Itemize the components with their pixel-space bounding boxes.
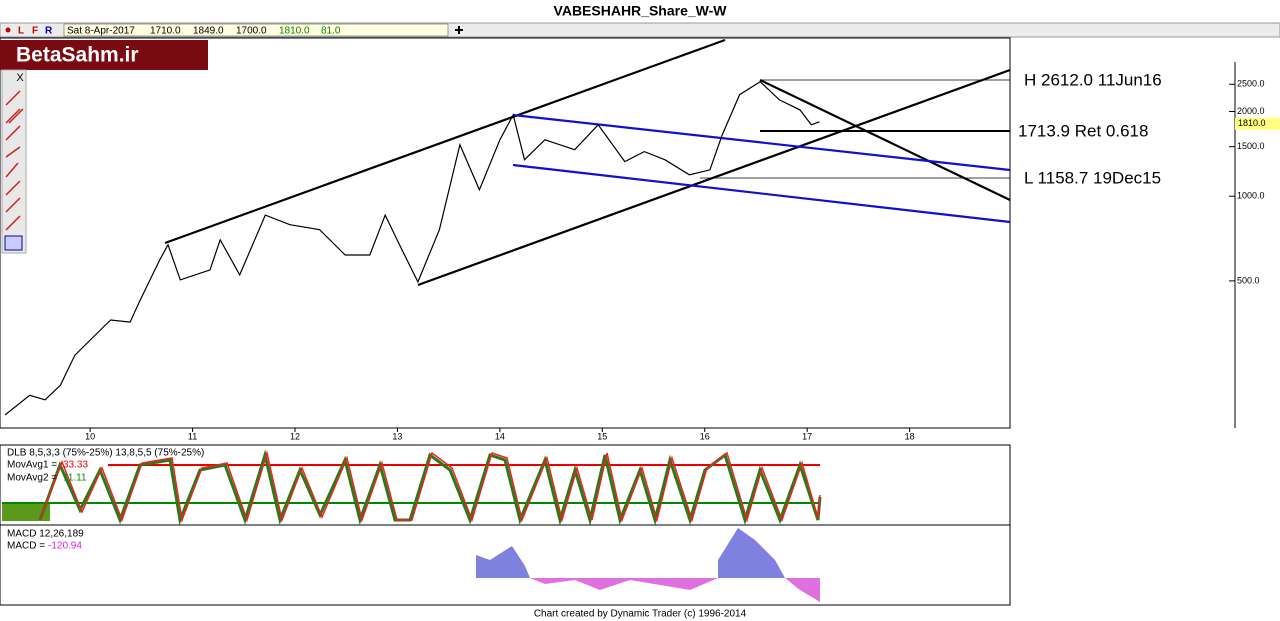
add-button[interactable] xyxy=(455,26,463,34)
x-tick-label: 15 xyxy=(597,431,607,441)
x-tick-label: 14 xyxy=(495,431,505,441)
quote-open: 1710.0 xyxy=(150,26,181,37)
y-tick-label: 500.0 xyxy=(1237,275,1260,285)
y-tick-label: 2500.0 xyxy=(1237,79,1265,89)
macd-title: MACD 12,26,189 xyxy=(7,529,84,540)
annotation: H 2612.0 11Jun16 xyxy=(1024,70,1162,89)
dlb-title: DLB 8,5,3,3 (75%-25%) 13,8,5,5 (75%-25%) xyxy=(7,448,204,459)
x-tick-label: 12 xyxy=(290,431,300,441)
channel-line xyxy=(512,163,1011,224)
mode-f[interactable]: F xyxy=(32,26,38,37)
tool-pt[interactable] xyxy=(4,235,23,251)
quote-date: Sat 8-Apr-2017 xyxy=(67,26,135,37)
trendline xyxy=(417,68,1011,287)
x-tick-label: 10 xyxy=(85,431,95,441)
quote-close: 1810.0 xyxy=(279,26,310,37)
y-tick-label: 2000.0 xyxy=(1237,106,1265,116)
mode-l[interactable]: L xyxy=(18,26,24,37)
last-price-box xyxy=(1235,117,1280,130)
y-tick-label: 1000.0 xyxy=(1237,191,1265,201)
logo: BetaSahm.ir xyxy=(16,44,139,67)
x-tick-label: 11 xyxy=(188,431,197,441)
annotation: L 1158.7 19Dec15 xyxy=(1024,168,1161,187)
trendlines xyxy=(164,38,1011,287)
movavg1-value: 33.33 xyxy=(63,460,88,471)
logo-box xyxy=(0,40,208,70)
mode-r[interactable]: R xyxy=(45,26,53,37)
movavg2-label: MovAvg2 = xyxy=(7,473,57,484)
quote-high: 1849.0 xyxy=(193,26,224,37)
x-tick-label: 16 xyxy=(700,431,710,441)
price-line xyxy=(4,80,820,416)
quote-low: 1700.0 xyxy=(236,26,267,37)
macd-positive xyxy=(476,528,785,578)
macd-negative xyxy=(530,578,820,602)
record-dot[interactable] xyxy=(5,27,11,33)
tool-close[interactable]: X xyxy=(16,72,24,84)
x-tick-label: 17 xyxy=(802,431,812,441)
channel-line xyxy=(512,113,1011,172)
tool-palette: X xyxy=(1,69,27,254)
dlb-fill xyxy=(2,503,50,521)
trendline xyxy=(164,38,726,245)
macd-label: MACD = xyxy=(7,541,45,552)
quote-volume: 81.0 xyxy=(321,26,341,37)
title: VABESHAHR_Share_W-W xyxy=(554,3,728,19)
macd-panel xyxy=(0,524,1011,606)
movavg1-label: MovAvg1 = xyxy=(7,460,57,471)
macd-value: -120.94 xyxy=(48,541,82,552)
dlb-fast xyxy=(39,450,821,523)
annotation: 1713.9 Ret 0.618 xyxy=(1018,121,1148,140)
tool-icons[interactable] xyxy=(5,90,24,231)
dlb-slow xyxy=(38,449,822,526)
last-price-label: 1810.0 xyxy=(1238,118,1266,128)
movavg2-value: 11.11 xyxy=(63,473,87,484)
footer: Chart created by Dynamic Trader (c) 1996… xyxy=(534,609,747,620)
quote-field xyxy=(63,23,449,37)
price-panel xyxy=(0,37,1011,429)
x-tick-label: 18 xyxy=(905,431,915,441)
trendline xyxy=(759,79,1011,201)
y-tick-label: 1500.0 xyxy=(1237,141,1265,151)
x-tick-label: 13 xyxy=(392,431,402,441)
